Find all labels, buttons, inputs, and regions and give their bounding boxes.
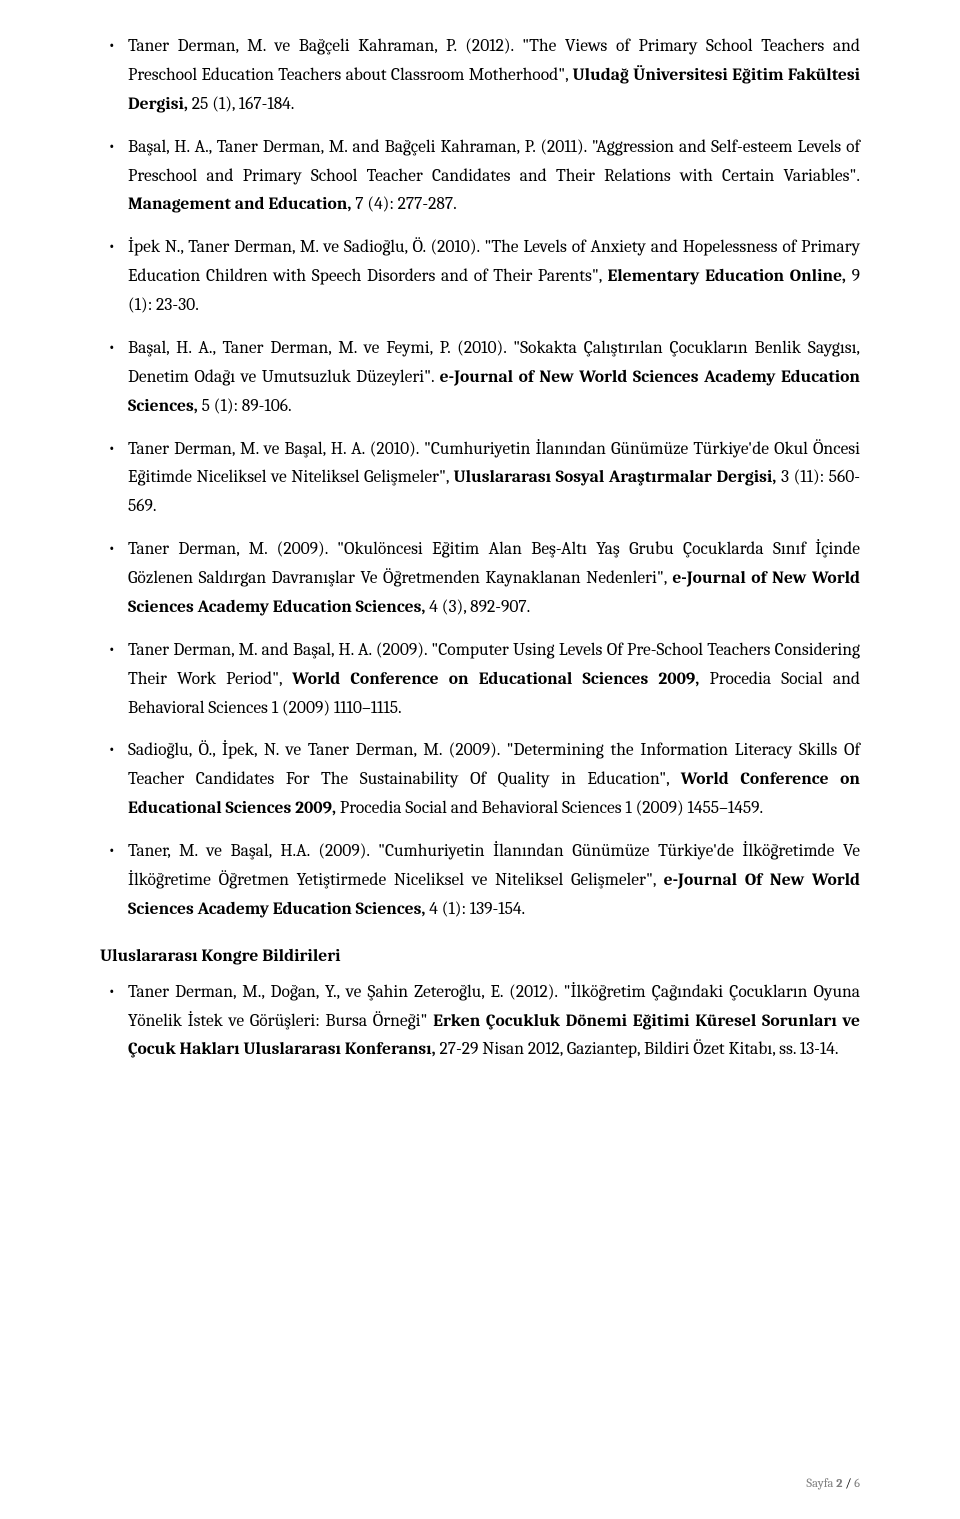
publication-segment: 5 (1): 89-106. — [198, 396, 292, 416]
publication-item: Taner Derman, M. ve Bağçeli Kahraman, P.… — [100, 32, 860, 119]
congress-segment: 27-29 Nisan 2012, Gaziantep, Bildiri Öze… — [436, 1039, 839, 1059]
publication-segment: 25 (1), 167-184. — [188, 94, 294, 114]
publication-item: Taner Derman, M. (2009). "Okulöncesi Eği… — [100, 535, 860, 622]
publication-segment: 4 (1): 139-154. — [425, 899, 525, 919]
publication-segment: Elementary Education Online, — [607, 266, 846, 286]
footer-separator: / — [842, 1477, 854, 1491]
publication-segment: Başal, H. A., Taner Derman, M. and Bağçe… — [128, 137, 860, 186]
congress-item: Taner Derman, M., Doğan, Y., ve Şahin Ze… — [100, 978, 860, 1065]
publication-item: Başal, H. A., Taner Derman, M. ve Feymi,… — [100, 334, 860, 421]
congress-list: Taner Derman, M., Doğan, Y., ve Şahin Ze… — [100, 978, 860, 1065]
publication-item: Taner Derman, M. ve Başal, H. A. (2010).… — [100, 435, 860, 522]
publication-item: İpek N., Taner Derman, M. ve Sadioğlu, Ö… — [100, 233, 860, 320]
page-footer: Sayfa 2 / 6 — [806, 1477, 860, 1491]
publication-segment: Uluslararası Sosyal Araştırmalar Dergisi… — [454, 467, 777, 487]
publication-item: Başal, H. A., Taner Derman, M. and Bağçe… — [100, 133, 860, 220]
publication-segment: Procedia Social and Behavioral Sciences … — [336, 798, 763, 818]
footer-label: Sayfa — [806, 1477, 836, 1491]
publication-segment: Management and Education, — [128, 194, 351, 214]
publication-segment: World Conference on Educational Sciences… — [292, 669, 699, 689]
publication-item: Taner, M. ve Başal, H.A. (2009). "Cumhur… — [100, 837, 860, 924]
publication-item: Taner Derman, M. and Başal, H. A. (2009)… — [100, 636, 860, 723]
section-heading-congress: Uluslararası Kongre Bildirileri — [100, 946, 860, 966]
footer-total-pages: 6 — [854, 1477, 860, 1491]
publications-list: Taner Derman, M. ve Bağçeli Kahraman, P.… — [100, 32, 860, 924]
publication-segment: 4 (3), 892-907. — [425, 597, 530, 617]
publication-segment: 7 (4): 277-287. — [351, 194, 456, 214]
publication-item: Sadioğlu, Ö., İpek, N. ve Taner Derman, … — [100, 736, 860, 823]
